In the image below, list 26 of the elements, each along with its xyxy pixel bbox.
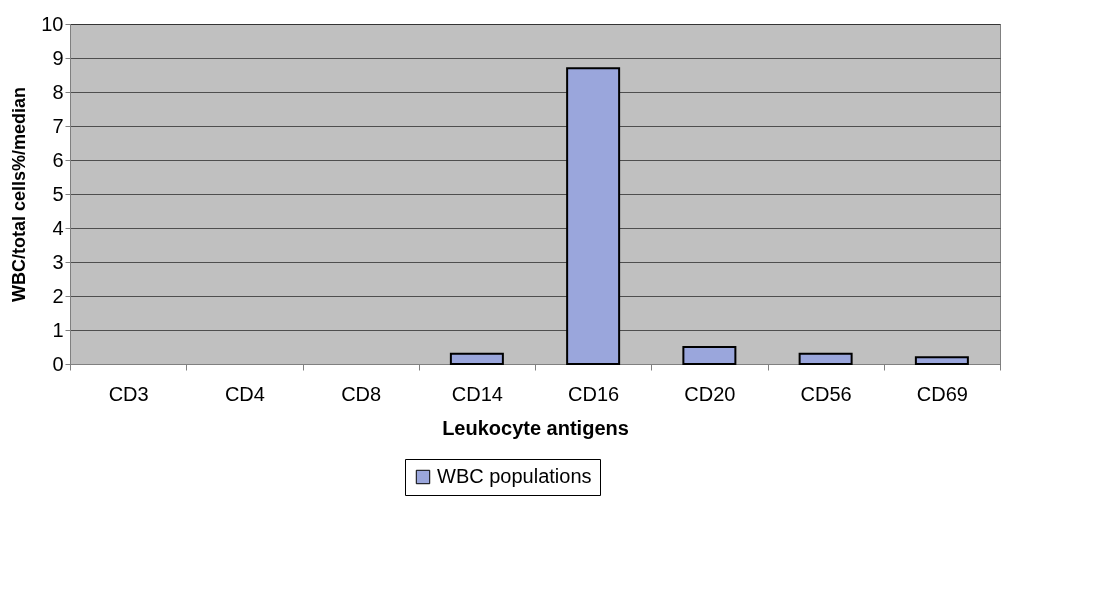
x-tick-label: CD56 [800, 382, 852, 405]
bar [449, 352, 504, 365]
bar [798, 352, 853, 365]
y-axis-title: WBC/total cells%/median [9, 86, 30, 303]
x-tick-label: CD16 [568, 382, 620, 405]
bar [682, 346, 737, 365]
y-tick-label: 6 [52, 148, 64, 171]
bar [914, 356, 969, 365]
x-tick-label: CD20 [684, 382, 736, 405]
y-tick-label: 10 [41, 12, 64, 35]
y-tick-label: 8 [52, 80, 64, 103]
y-tick-label: 5 [52, 182, 64, 205]
y-tick-label: 3 [52, 250, 64, 273]
y-tick-label: 2 [52, 284, 64, 307]
y-tick-label: 7 [52, 114, 64, 137]
y-tick-label: 9 [52, 46, 64, 69]
x-tick-label: CD4 [224, 382, 265, 405]
y-tick-label: 0 [52, 352, 64, 375]
x-tick-label: CD14 [451, 382, 503, 405]
x-tick-label: CD8 [341, 382, 382, 405]
x-tick-label: CD3 [108, 382, 149, 405]
legend-label: WBC populations [437, 465, 592, 487]
x-tick-label: CD69 [916, 382, 968, 405]
y-tick-label: 1 [52, 318, 64, 341]
x-axis-title: Leukocyte antigens [442, 416, 629, 439]
y-tick-label: 4 [52, 216, 64, 239]
